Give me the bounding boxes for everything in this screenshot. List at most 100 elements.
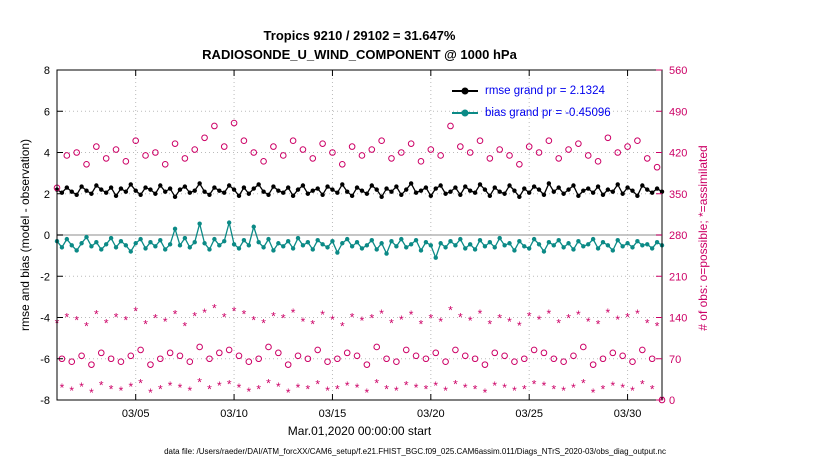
possible-obs-marker <box>334 355 341 363</box>
plot-title: Tropics 9210 / 29102 = 31.647% RADIOSOND… <box>57 26 662 64</box>
xtick-label: 03/30 <box>614 408 642 420</box>
bias-marker <box>256 240 261 245</box>
bias-marker <box>541 249 547 254</box>
rmse-marker <box>497 189 502 194</box>
possible-obs-marker <box>481 361 489 368</box>
bias-marker <box>379 241 384 246</box>
possible-obs-marker <box>624 143 631 150</box>
possible-obs-marker <box>368 146 376 153</box>
bias-marker <box>404 245 409 250</box>
rmse-marker <box>374 187 379 192</box>
assimilated-obs-marker: * <box>379 307 384 321</box>
possible-obs-marker <box>609 349 617 357</box>
bias-marker <box>566 241 571 246</box>
bias-marker <box>635 238 640 244</box>
bias-marker <box>192 240 197 245</box>
bias-marker <box>335 250 340 255</box>
assimilated-obs-marker: * <box>566 312 571 326</box>
bias-marker <box>187 245 193 250</box>
rmse-marker <box>325 184 330 189</box>
rmse-line-sample <box>452 90 478 92</box>
bias-marker <box>418 248 424 253</box>
bias-marker <box>576 238 581 244</box>
bias-marker <box>113 245 119 250</box>
possible-obs-marker <box>589 361 597 368</box>
bias-marker <box>148 240 153 245</box>
assimilated-obs-marker: * <box>128 380 133 394</box>
rmse-marker <box>281 190 286 195</box>
assimilated-obs-marker: * <box>650 382 655 396</box>
bias-marker <box>458 236 463 242</box>
bias-marker <box>271 248 276 253</box>
rmse-marker <box>177 187 183 192</box>
possible-obs-marker <box>107 355 115 363</box>
assimilated-obs-marker: * <box>276 380 281 394</box>
assimilated-obs-marker: * <box>291 306 296 320</box>
assimilated-obs-marker: * <box>468 314 473 328</box>
possible-obs-marker <box>466 149 474 156</box>
rmse-marker <box>389 189 394 194</box>
rmse-marker <box>310 188 315 193</box>
bias-marker <box>276 241 281 246</box>
assimilated-obs-marker: * <box>133 305 138 319</box>
possible-obs-marker <box>73 149 80 156</box>
possible-obs-marker <box>412 352 420 360</box>
possible-obs-marker <box>284 361 292 368</box>
possible-obs-marker <box>171 140 179 147</box>
rmse-marker <box>586 186 591 191</box>
bias-line-sample <box>452 112 478 114</box>
legend-row-rmse: rmse grand pr = 2.1324 <box>452 80 611 102</box>
bias-marker <box>236 246 242 251</box>
assimilated-obs-marker: * <box>320 308 325 322</box>
assimilated-obs-marker: * <box>655 319 660 333</box>
assimilated-obs-marker: * <box>114 311 119 325</box>
assimilated-obs-marker: * <box>202 306 207 320</box>
assimilated-obs-marker: * <box>512 384 517 398</box>
x-axis-label: Mar.01,2020 00:00:00 start <box>287 424 432 438</box>
assimilated-obs-marker: * <box>99 378 104 392</box>
possible-obs-marker <box>83 160 90 168</box>
rmse-marker <box>590 190 596 195</box>
rmse-marker <box>148 187 153 192</box>
title-line2: RADIOSONDE_U_WIND_COMPONENT @ 1000 hPa <box>202 47 517 62</box>
legend-label-rmse: rmse grand pr = 2.1324 <box>485 85 605 97</box>
assimilated-obs-marker: * <box>306 382 311 396</box>
possible-obs-marker <box>363 361 371 368</box>
bias-marker <box>251 224 256 229</box>
assimilated-obs-marker: * <box>433 379 438 393</box>
bias-marker <box>394 244 399 249</box>
possible-obs-marker <box>594 158 602 165</box>
rmse-marker <box>458 192 463 197</box>
rmse-marker <box>158 183 163 188</box>
bias-marker <box>467 242 473 247</box>
rmse-marker <box>379 194 384 200</box>
rmse-marker <box>335 190 340 195</box>
rmse-marker <box>217 188 222 193</box>
rmse-marker <box>394 184 399 189</box>
possible-obs-marker <box>457 143 464 150</box>
bias-marker <box>522 244 527 249</box>
possible-obs-marker <box>619 352 626 360</box>
rmse-marker <box>212 185 217 190</box>
bias-marker <box>123 243 129 248</box>
rmse-marker <box>654 186 660 191</box>
bias-marker <box>551 243 556 248</box>
bias-marker <box>571 247 576 252</box>
possible-obs-marker <box>324 358 331 365</box>
assimilated-obs-marker: * <box>615 313 620 327</box>
bias-marker <box>128 249 133 254</box>
possible-obs-marker <box>447 122 454 130</box>
possible-obs-marker <box>471 355 479 363</box>
bias-marker <box>615 237 620 243</box>
possible-obs-marker <box>398 149 405 156</box>
possible-obs-marker <box>634 137 641 145</box>
assimilated-obs-marker: * <box>478 307 483 321</box>
rmse-marker <box>463 184 468 189</box>
assimilated-obs-marker: * <box>404 378 409 392</box>
assimilated-obs-marker: * <box>69 384 74 398</box>
rmse-marker <box>649 190 655 195</box>
possible-obs-marker <box>230 119 238 127</box>
rmse-marker <box>610 189 616 194</box>
assimilated-obs-marker: * <box>138 377 143 391</box>
rmse-marker <box>103 190 109 195</box>
